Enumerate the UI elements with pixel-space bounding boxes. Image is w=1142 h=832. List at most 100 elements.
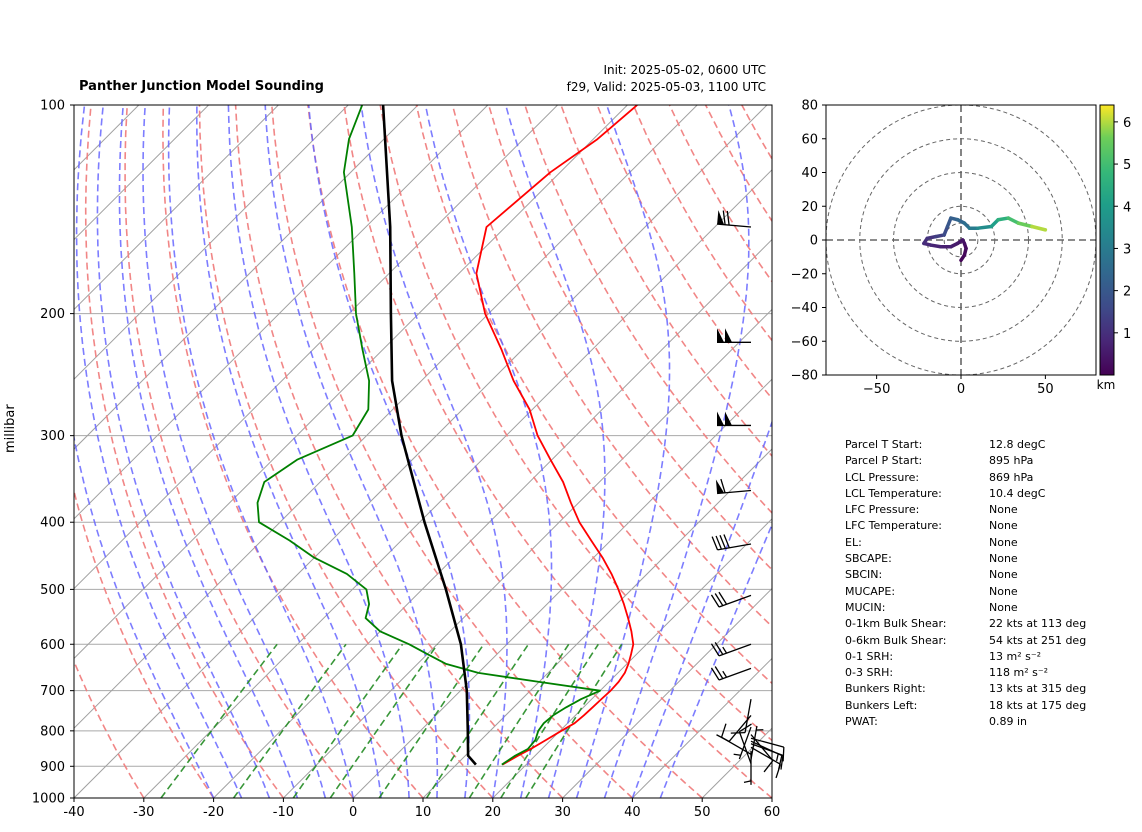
parameter-value: 13 m² s⁻² (989, 649, 1042, 663)
parameter-label: SBCAPE: (845, 552, 892, 566)
barb-staff (738, 726, 752, 760)
parameter-label: PWAT: (845, 715, 878, 729)
parameter-label: LCL Pressure: (845, 470, 920, 484)
barb-flag (725, 411, 732, 426)
isotherm-line (74, 105, 628, 660)
mixing-ratio-line (378, 643, 485, 798)
wind-barb (717, 328, 751, 343)
wind-barb (730, 699, 752, 734)
mixing-ratio-line (468, 643, 570, 798)
hodo-y-tick-label: 20 (801, 200, 818, 215)
mixing-ratio-line (160, 643, 278, 798)
hodo-y-tick-label: −60 (791, 335, 818, 350)
isotherm-line (74, 105, 209, 241)
parameter-label: LFC Temperature: (845, 519, 943, 533)
colorbar-axes: 1 2 3 4 5 6 km (1097, 116, 1132, 392)
barb-full (730, 731, 746, 734)
barb-staff (744, 699, 752, 733)
barb-full (723, 534, 730, 549)
barb-full (782, 747, 785, 762)
chart-title: Panther Junction Model Sounding (79, 79, 324, 94)
init-time: Init: 2025-05-02, 0600 UTC (603, 63, 766, 77)
dry-adiabat (234, 105, 564, 798)
y-axis-label: millibar (3, 404, 18, 453)
barb-full (710, 594, 720, 608)
y-tick-label: 1000 (32, 792, 65, 807)
x-tick-label: 10 (415, 805, 432, 820)
barb-full (780, 755, 784, 770)
skewt-background-lines (74, 105, 772, 798)
x-tick-label: -30 (133, 805, 154, 820)
barb-staff (717, 543, 752, 551)
hodo-y-tick-label: 0 (810, 234, 818, 249)
dry-adiabat (124, 105, 354, 798)
isotherm-line (492, 518, 772, 798)
hodograph-colorbar (1099, 104, 1115, 376)
barb-staff (718, 594, 752, 608)
isotherm-line (74, 105, 489, 520)
parameter-value: 18 kts at 175 deg (989, 698, 1087, 712)
hodo-x-tick-label: −50 (863, 382, 890, 397)
dewpoint-profile (256, 105, 601, 766)
moist-adiabat (264, 105, 439, 798)
parameter-label: 0-1km Bulk Shear: (845, 617, 947, 631)
barb-full (763, 760, 774, 773)
parcel-profile (381, 105, 477, 766)
parameter-value: None (989, 600, 1018, 614)
parameter-value: 10.4 degC (989, 486, 1046, 500)
parameter-label: EL: (845, 535, 862, 549)
isotherm-line (562, 587, 772, 798)
wind-barb (717, 411, 751, 427)
parameter-label: LCL Temperature: (845, 486, 942, 500)
x-tick-label: 40 (624, 805, 641, 820)
barb-full (777, 755, 783, 770)
x-tick-label: 20 (485, 805, 502, 820)
barb-half (775, 753, 779, 761)
y-tick-label: 400 (40, 516, 65, 531)
parameter-label: Parcel T Start: (845, 438, 923, 451)
hodo-y-tick-label: 60 (801, 132, 818, 147)
isotherm-line (74, 105, 349, 380)
isotherm-line (283, 308, 772, 798)
hodo-y-tick-label: 80 (801, 99, 818, 114)
temperature-profile (475, 105, 638, 766)
barb-full (726, 210, 730, 226)
colorbar-tick-label: 3 (1123, 242, 1131, 257)
skewt-axes: -40 -30 -20 -10 0 10 20 30 40 50 60 100 200 300 400 500… (32, 99, 780, 821)
barb-flag (717, 328, 724, 343)
moist-adiabat (227, 105, 410, 798)
barb-staff (717, 489, 752, 495)
barb-full (711, 536, 719, 551)
barb-staff (750, 746, 781, 765)
moist-adiabat (504, 105, 606, 798)
wind-barb (710, 591, 752, 608)
hodo-y-tick-label: −80 (791, 369, 818, 384)
hodo-y-tick-label: −20 (791, 267, 818, 282)
parameter-value: 13 kts at 315 deg (989, 682, 1087, 696)
wind-barb (733, 726, 752, 760)
parameter-label: Bunkers Left: (845, 698, 918, 712)
y-tick-label: 900 (40, 760, 65, 775)
barb-staff (738, 731, 752, 764)
barb-full (714, 666, 724, 679)
barb-flag (717, 210, 725, 225)
parameter-label: Parcel P Start: (845, 454, 923, 468)
mixing-ratio-line (525, 643, 623, 798)
colorbar-tick-label: 4 (1123, 200, 1131, 215)
parameter-label: 0-3 SRH: (845, 666, 894, 680)
isotherm-line (352, 378, 772, 798)
wind-barb (750, 740, 783, 770)
parameter-value: None (989, 535, 1018, 549)
moist-adiabat (603, 105, 750, 798)
x-tick-label: -40 (63, 805, 84, 820)
wind-barbs (710, 210, 785, 785)
hodograph-segment (1016, 221, 1034, 229)
dry-adiabat (162, 105, 424, 798)
parameter-label: LFC Pressure: (845, 503, 920, 517)
hodograph-trace (922, 216, 1048, 262)
barb-half (722, 646, 728, 654)
barb-staff (750, 734, 774, 762)
parameter-label: MUCAPE: (845, 584, 896, 598)
hodograph-axes: −50 0 50 −80 −60 −40 −20 0 20 40 60 80 (791, 99, 1054, 398)
